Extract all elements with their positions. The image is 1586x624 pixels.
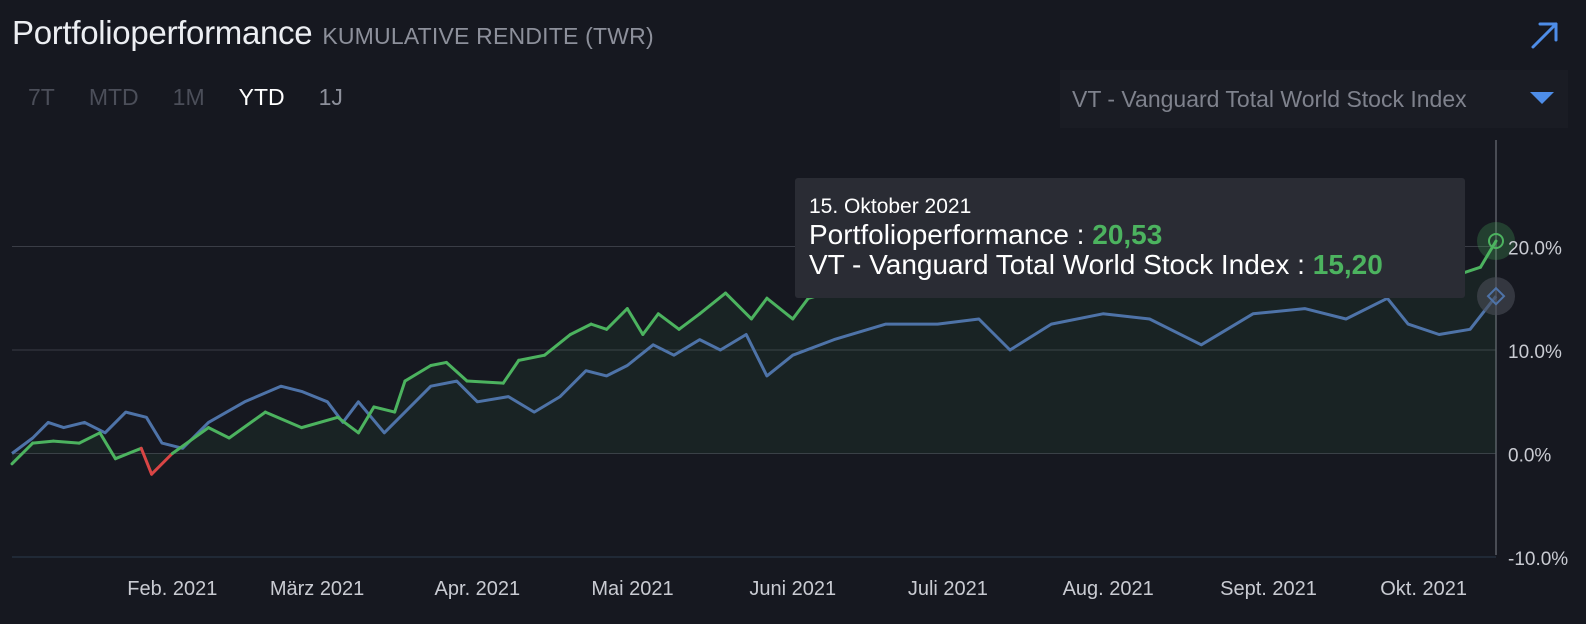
portfolio-line-segment [356,405,376,435]
y-tick-label: 20.0% [1508,239,1562,260]
portfolio-line-segment [465,379,505,385]
chart-subtitle: KUMULATIVE RENDITE (TWR) [322,23,654,49]
portfolio-line-segment [429,360,448,368]
tooltip-label-portfolio: Portfolioperformance : [809,219,1085,250]
portfolio-line-segment [31,439,55,445]
portfolio-line-segment [51,439,81,445]
portfolio-line-segment [749,296,769,321]
portfolio-line-segment [139,446,154,476]
portfolio-line-segment [372,405,397,414]
arrow-up-right-icon[interactable] [1530,20,1560,50]
portfolio-area [12,241,1496,475]
portfolio-line-segment [589,322,609,331]
portfolio-line-segment [170,426,210,455]
portfolio-line-segment [227,410,267,440]
portfolio-line-segment [10,441,35,466]
page-title: Portfolioperformance [12,14,313,51]
y-tick-label: -10.0% [1508,549,1568,570]
portfolio-line-segment [113,446,143,461]
portfolio-line-segment [1478,239,1498,269]
benchmark-select[interactable]: VT - Vanguard Total World Stock Index [1060,70,1568,128]
x-tick-label: Feb. 2021 [127,578,217,600]
portfolio-marker-halo [1477,222,1515,261]
x-tick-label: Okt. 2021 [1380,578,1467,600]
period-tabs: 7T MTD 1M YTD 1J [12,82,360,112]
portfolio-line-segment [98,431,117,461]
portfolio-line-segment [656,312,681,331]
portfolio-line-segment [605,307,629,331]
benchmark-marker [1486,286,1506,306]
caret-down-icon [1530,92,1554,104]
portfolio-line-segment [444,360,469,383]
portfolio-line-segment [698,291,728,316]
portfolio-marker [1488,233,1504,250]
y-tick-label: 10.0% [1508,342,1562,363]
portfolio-line-segment [568,322,593,336]
portfolio-line-segment [625,307,645,336]
y-tick-label: 0.0% [1508,446,1551,467]
tooltip-date: 15. Oktober 2021 [809,195,972,218]
portfolio-line-segment [206,426,231,440]
benchmark-line [11,295,1498,455]
x-tick-label: Juni 2021 [749,578,836,600]
portfolio-line-segment [336,415,360,435]
chart-tooltip: 15. Oktober 2021 Portfolioperformance : … [795,178,1465,298]
tab-1j[interactable]: 1J [318,84,343,110]
portfolio-line-segment [517,353,547,362]
portfolio-line-segment [724,291,753,321]
tab-ytd[interactable]: YTD [238,84,285,110]
chart-header: Portfolioperformance KUMULATIVE RENDITE … [12,14,654,52]
portfolio-line-segment [77,431,102,445]
portfolio-line-segment [543,332,572,357]
x-tick-label: März 2021 [270,578,365,600]
x-tick-label: Sept. 2021 [1220,578,1317,600]
tooltip-row-portfolio: Portfolioperformance : 20,53 [809,220,1451,250]
portfolio-line-segment [677,312,702,331]
portfolio-line-segment [501,358,521,385]
portfolio-line-segment [300,415,340,430]
x-tick-label: Mai 2021 [591,578,673,600]
benchmark-marker-halo [1477,277,1515,316]
portfolio-line-segment [263,410,304,430]
tab-1m[interactable]: 1M [172,84,205,110]
benchmark-select-label: VT - Vanguard Total World Stock Index [1072,85,1467,112]
x-tick-label: Juli 2021 [908,578,988,600]
portfolio-line-segment [765,296,795,321]
portfolio-line-segment [791,296,810,321]
tooltip-label-benchmark: VT - Vanguard Total World Stock Index : [809,249,1305,280]
portfolio-line-segment [150,452,174,476]
tab-7t[interactable]: 7T [28,84,55,110]
portfolio-line-segment [393,379,407,414]
x-tick-label: Apr. 2021 [435,578,521,600]
portfolio-line-segment [641,312,660,336]
x-tick-label: Aug. 2021 [1063,578,1154,600]
tooltip-value-benchmark: 15,20 [1312,249,1383,280]
tooltip-row-benchmark: VT - Vanguard Total World Stock Index : … [809,250,1451,280]
tab-mtd[interactable]: MTD [88,84,139,110]
portfolio-line-segment [403,364,433,383]
tooltip-value-portfolio: 20,53 [1092,219,1163,250]
